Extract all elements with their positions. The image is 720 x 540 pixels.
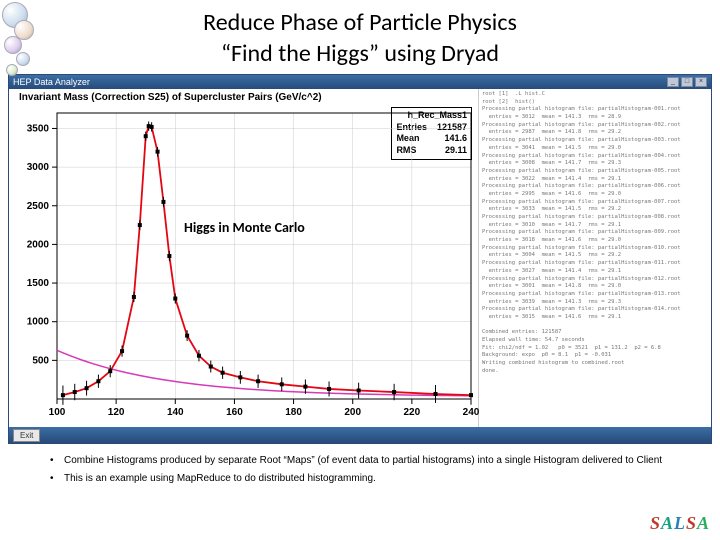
chart-title: Invariant Mass (Correction S25) of Super… <box>19 92 322 103</box>
title-bar: HEP Data Analyzer _ □ × <box>9 75 711 89</box>
svg-text:2500: 2500 <box>27 201 50 212</box>
salsa-logo: SALSA <box>650 513 710 534</box>
histogram-plot: 100 120 140 160 180 200 220 240 500 1000 1500 2000 2… <box>9 107 479 427</box>
svg-text:3500: 3500 <box>27 123 50 134</box>
exit-button[interactable]: Exit <box>13 429 40 442</box>
svg-text:180: 180 <box>285 407 302 418</box>
slide-title: Reduce Phase of Particle Physics <box>0 0 720 39</box>
svg-text:100: 100 <box>49 407 66 418</box>
svg-text:140: 140 <box>167 407 184 418</box>
svg-text:500: 500 <box>32 355 49 366</box>
svg-text:160: 160 <box>226 407 243 418</box>
bottom-toolbar: Exit <box>9 427 711 443</box>
slide-subtitle: “Find the Higgs” using Dryad <box>0 39 720 74</box>
svg-text:1000: 1000 <box>27 317 50 328</box>
svg-text:220: 220 <box>404 407 421 418</box>
close-icon[interactable]: × <box>695 77 707 87</box>
svg-text:240: 240 <box>463 407 479 418</box>
svg-text:1500: 1500 <box>27 278 50 289</box>
window-title: HEP Data Analyzer <box>13 77 90 87</box>
svg-text:120: 120 <box>108 407 125 418</box>
bullet-2: This is an example using MapReduce to do… <box>64 472 376 486</box>
maximize-icon[interactable]: □ <box>681 77 693 87</box>
svg-text:3000: 3000 <box>27 162 50 173</box>
app-window: HEP Data Analyzer _ □ × Invariant Mass (… <box>8 74 712 444</box>
chart-panel: Invariant Mass (Correction S25) of Super… <box>9 89 479 427</box>
bullet-1: Combine Histograms produced by separate … <box>64 454 662 468</box>
bullet-list: •Combine Histograms produced by separate… <box>50 454 680 485</box>
svg-text:2000: 2000 <box>27 239 50 250</box>
minimize-icon[interactable]: _ <box>667 77 679 87</box>
chart-annotation: Higgs in Monte Carlo <box>184 219 305 236</box>
log-panel: root [1] .L hist.C root [2] hist() Proce… <box>479 89 711 427</box>
svg-text:200: 200 <box>344 407 361 418</box>
